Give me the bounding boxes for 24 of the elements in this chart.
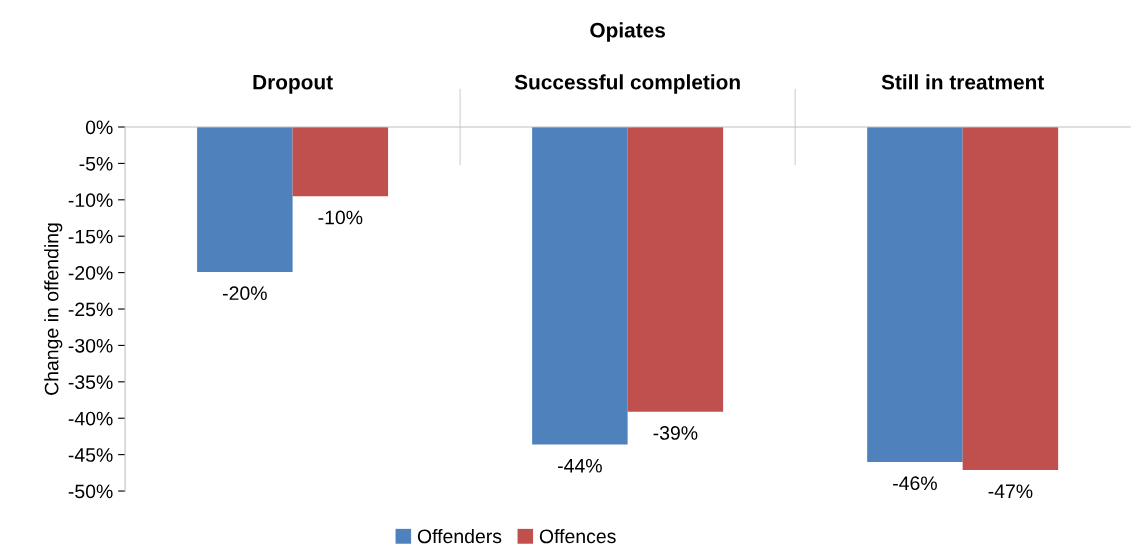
y-tick-label: 0%: [85, 120, 113, 135]
y-axis-title: Change in offending: [44, 223, 63, 395]
y-tick-label: -5%: [79, 156, 113, 171]
x-tick-label: Still in treatment: [881, 74, 1045, 90]
legend-label: Offenders: [417, 528, 502, 544]
y-tick-label: -45%: [68, 448, 113, 462]
y-tick-label: -35%: [68, 375, 113, 390]
x-tick-label: Successful completion: [514, 74, 740, 94]
legend-label: Offences: [539, 528, 616, 544]
y-tick-label: -40%: [68, 411, 113, 426]
y-tick-label: -30%: [68, 338, 113, 353]
data-label: -20%: [223, 286, 267, 301]
y-tick-label: -25%: [68, 302, 113, 317]
x-tick-label: Dropout: [253, 75, 333, 94]
data-label: -46%: [893, 476, 937, 491]
y-tick-label: -50%: [68, 484, 113, 499]
data-label: -10%: [318, 210, 363, 225]
data-label: -44%: [558, 458, 602, 473]
y-tick-label: -15%: [68, 229, 113, 244]
y-tick-label: -20%: [68, 266, 113, 280]
data-label: -39%: [653, 426, 698, 440]
y-tick-label: -10%: [68, 193, 113, 208]
data-label: -47%: [988, 484, 1033, 499]
chart-title: Opiates: [590, 22, 665, 42]
